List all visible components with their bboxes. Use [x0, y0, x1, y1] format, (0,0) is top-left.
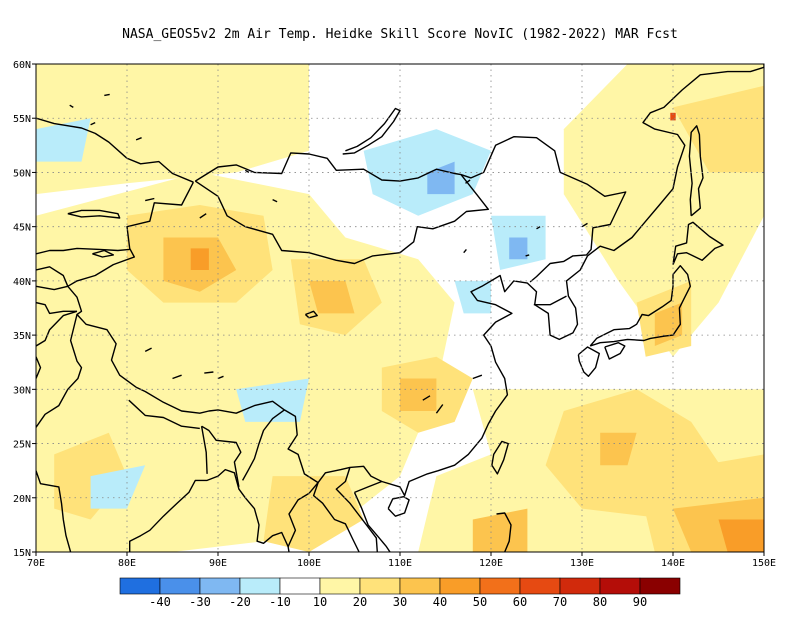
colorbar-label: -40 [149, 595, 171, 609]
lat-tick-label: 35N [13, 331, 31, 342]
graticule [36, 64, 764, 552]
colorbar-swatch [319, 577, 361, 595]
lon-tick-label: 140E [661, 558, 685, 569]
lon-tick-label: 90E [209, 558, 227, 569]
map-title: NASA_GEOS5v2 2m Air Temp. Heidke Skill S… [122, 27, 678, 42]
colorbar-label: -10 [269, 595, 291, 609]
colorbar-label: 70 [553, 595, 567, 609]
lon-tick-label: 110E [388, 558, 412, 569]
lon-tick-label: 150E [752, 558, 776, 569]
lat-tick-label: 25N [13, 440, 31, 451]
colorbar-label: 40 [433, 595, 447, 609]
colorbar-swatch [639, 577, 681, 595]
lat-tick-label: 20N [13, 494, 31, 505]
colorbar-swatch [199, 577, 241, 595]
colorbar-swatch [399, 577, 441, 595]
lon-tick-label: 130E [570, 558, 594, 569]
colorbar-swatch [279, 577, 321, 595]
lon-tick-label: 120E [479, 558, 503, 569]
colorbar-label: 10 [313, 595, 327, 609]
colorbar-label: 20 [353, 595, 367, 609]
colorbar-swatch [359, 577, 401, 595]
lon-tick-label: 70E [27, 558, 45, 569]
colorbar-swatch [479, 577, 521, 595]
colorbar-label: 50 [473, 595, 487, 609]
colorbar-swatch [239, 577, 281, 595]
lat-tick-label: 30N [13, 385, 31, 396]
lon-tick-label: 100E [297, 558, 321, 569]
lat-tick-label: 50N [13, 168, 31, 179]
lat-tick-label: 55N [13, 114, 31, 125]
colorbar: -40 -30 -20 -10 10 20 30 40 50 60 70 80 90 [119, 577, 681, 609]
axis-labels: 70E 80E 90E 100E 110E 120E 130E 140E 150E 15N 20N 2… [13, 60, 776, 569]
lat-tick-label: 15N [13, 548, 31, 559]
lat-tick-label: 45N [13, 223, 31, 234]
colorbar-label: 80 [593, 595, 607, 609]
skill-score-shading [36, 64, 764, 552]
colorbar-swatch [559, 577, 601, 595]
colorbar-swatch [119, 577, 161, 595]
colorbar-label: -20 [229, 595, 251, 609]
lat-tick-label: 40N [13, 277, 31, 288]
colorbar-label: 30 [393, 595, 407, 609]
lon-tick-label: 80E [118, 558, 136, 569]
coastlines [36, 64, 764, 552]
colorbar-swatch [439, 577, 481, 595]
colorbar-swatch [599, 577, 641, 595]
lat-tick-label: 60N [13, 60, 31, 71]
colorbar-label: 90 [633, 595, 647, 609]
colorbar-swatch [159, 577, 201, 595]
colorbar-swatch [519, 577, 561, 595]
colorbar-label: -30 [189, 595, 211, 609]
colorbar-label: 60 [513, 595, 527, 609]
